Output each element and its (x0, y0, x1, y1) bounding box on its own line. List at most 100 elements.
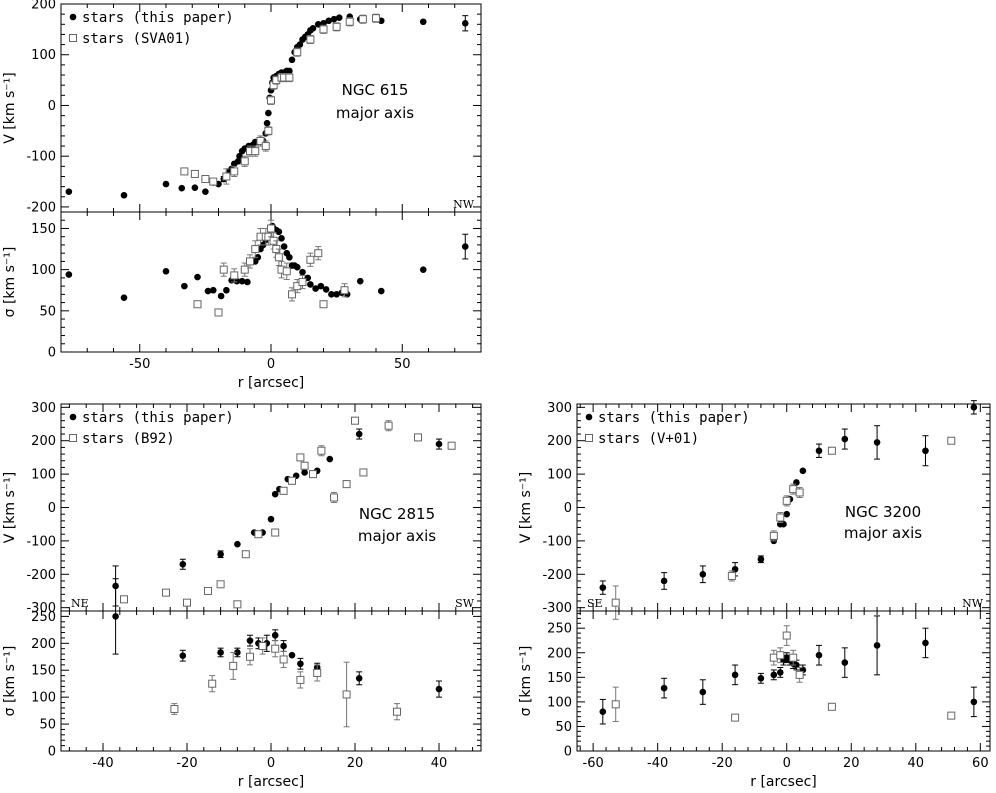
chart-0-velocity-point (264, 126, 273, 135)
chart-2-dispersion-point (782, 631, 791, 640)
chart-0-velocity-point (190, 169, 199, 178)
chart-2-dispersion-point (827, 702, 836, 711)
chart-0-dispersion-point (461, 243, 469, 250)
chart-1-velocity-ytick-label: -200 (26, 568, 56, 583)
chart-0-dispersion-point (244, 278, 251, 286)
chart-2-velocity-series-1 (611, 436, 956, 620)
chart-2-velocity-point (699, 570, 707, 578)
chart-0-dispersion-point (328, 291, 335, 298)
chart-2-dispersion-ytick-label: 50 (555, 720, 572, 735)
chart-0-dispersion-point (356, 277, 364, 285)
chart-2-dispersion-point (731, 671, 739, 679)
chart-0-xlabel: r [arcsec] (238, 375, 304, 391)
chart-1-velocity-series-1 (120, 416, 456, 609)
chart-2-corner-right: NW (962, 597, 984, 610)
chart-0-dispersion-point (307, 281, 314, 288)
chart-1-velocity-point (204, 586, 212, 595)
chart-0-velocity-point (230, 167, 239, 176)
chart-2-velocity-point (783, 510, 791, 518)
chart-1-dispersion-ylabel: σ [km s⁻¹] (2, 646, 18, 717)
chart-1-dispersion-point (313, 668, 322, 677)
chart-2-xtick-label: -60 (583, 756, 604, 771)
chart-1-velocity-point (271, 528, 280, 537)
chart-1-dispersion-point (297, 660, 304, 668)
chart-0-dispersion-point (194, 273, 201, 281)
chart-1-velocity-point (326, 455, 334, 463)
chart-1-dispersion-point (246, 652, 254, 661)
chart-1-legend-entry: stars (B92) (82, 431, 175, 447)
chart-1-xlabel: r [arcsec] (238, 774, 304, 790)
chart-1-velocity-ytick-label: 0 (48, 501, 56, 516)
chart-0-velocity-panel: -200 -100 0 100 200 V [km s⁻¹] stars (this pap… (2, 0, 482, 215)
chart-2-velocity-ytick-label: 200 (547, 434, 572, 449)
chart-0-dispersion-point (306, 255, 315, 264)
chart-2-velocity-point (727, 571, 736, 580)
chart-2-xtick-label: -20 (712, 756, 733, 771)
chart-1-dispersion-ytick-label: 150 (31, 664, 56, 679)
chart-0-xtick-label: 50 (394, 357, 411, 372)
chart-1-velocity-point (384, 421, 393, 430)
chart-0-dispersion-point (293, 263, 301, 271)
chart-0-dispersion-point (120, 294, 128, 301)
chart-0-velocity-point (209, 177, 218, 186)
chart-0-velocity-ytick-label: 0 (48, 99, 56, 114)
chart-1-velocity-point (359, 468, 368, 477)
chart-0-velocity-series-1 (180, 13, 380, 186)
chart-1-xtick-label: 0 (267, 756, 275, 771)
chart-0-dispersion-point (286, 253, 293, 261)
chart-0-dispersion-point (223, 286, 230, 294)
chart-1-legend-marker (69, 413, 77, 421)
chart-2-velocity-panel: -300 -200 -100 0 100 200 300 V [km s⁻¹] stars (t… (518, 400, 991, 620)
chart-0-velocity-point (261, 142, 270, 151)
chart-2-dispersion-frame (576, 610, 991, 752)
chart-0-galaxy-name: NGC 615 (342, 81, 409, 99)
chart-1-dispersion-ytick-label: 100 (31, 691, 56, 706)
chart-2-dispersion-ytick-label: 100 (547, 695, 572, 710)
chart-1-dispersion-point (234, 649, 241, 656)
chart-1-dispersion-ytick-label: 250 (31, 610, 56, 625)
chart-0-xtick-label: 0 (267, 357, 275, 372)
chart-0-velocity-point (267, 96, 275, 105)
chart-1-dispersion-panel: 0 50 100 150 200 250 σ [km s⁻¹] -40 -20 0 20 40 r [a… (2, 578, 482, 790)
chart-1-dispersion-point (435, 685, 443, 693)
chart-2-dispersion-ytick-label: 250 (547, 622, 572, 637)
chart-0-velocity-point (332, 22, 341, 31)
chart-0-velocity-point (330, 15, 338, 23)
chart-0-legend-entry: stars (this paper) (82, 10, 234, 26)
chart-2-dispersion-point (873, 642, 881, 649)
chart-1-dispersion-point (271, 644, 280, 653)
chart-2-xtick-label: 0 (783, 756, 791, 771)
chart-2-xtick-label: 60 (972, 756, 989, 771)
chart-0-velocity-ylabel: V [km s⁻¹] (2, 72, 18, 143)
chart-0-velocity-point (202, 188, 209, 196)
chart-2-dispersion-point (947, 711, 956, 720)
chart-1-dispersion-point (280, 642, 287, 650)
chart-0-velocity-point (419, 18, 427, 26)
chart-0-velocity-ytick-label: 200 (31, 0, 56, 13)
chart-2-dispersion-point (970, 698, 978, 706)
chart-0-dispersion-point (181, 282, 188, 290)
chart-0-dispersion-point (246, 257, 254, 266)
chart-1-dispersion-point (246, 637, 254, 644)
chart-1-velocity-point (300, 461, 309, 470)
chart-2-dispersion-point (611, 700, 620, 709)
chart-1-velocity-point (216, 580, 225, 589)
chart-1-xtick-label: 40 (431, 756, 448, 771)
chart-0-velocity-point (286, 67, 293, 75)
chart-0-dispersion-panel: 0 50 100 150 σ [km s⁻¹] -50 0 50 r [arcsec] (2, 211, 482, 391)
chart-1-dispersion-point (208, 679, 217, 688)
chart-2-velocity-ytick-label: 0 (564, 501, 572, 516)
chart-1-corner-left: NE (71, 597, 89, 610)
chart-2-legend-marker (585, 434, 593, 442)
chart-2-dispersion-point (699, 688, 707, 696)
chart-0-dispersion-point (274, 253, 283, 262)
chart-1-xtick-label: 20 (347, 756, 364, 771)
chart-2-velocity-ytick-label: -300 (542, 601, 572, 616)
chart-0-dispersion-point (319, 300, 328, 309)
chart-2-dispersion-point (769, 653, 778, 662)
chart-2-dispersion-point (922, 639, 929, 647)
chart-1-velocity-point (267, 515, 275, 523)
chart-1-dispersion-frame (60, 610, 482, 752)
chart-1-velocity-point (183, 598, 191, 607)
chart-1-velocity-point (342, 480, 351, 489)
